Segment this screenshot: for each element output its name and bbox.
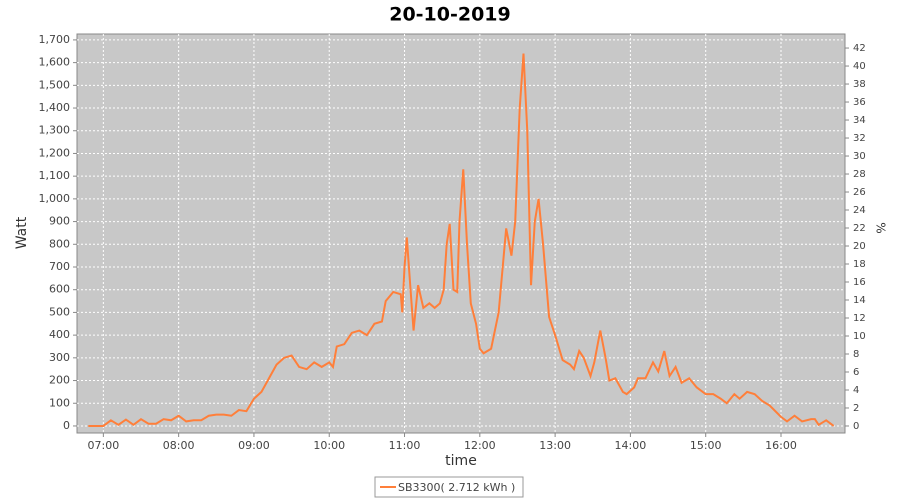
y-tick-label: 700 <box>49 260 70 273</box>
y2-tick-label: 10 <box>853 331 866 342</box>
y2-tick-label: 2 <box>853 403 859 414</box>
y-tick-label: 300 <box>49 351 70 364</box>
legend <box>374 476 524 498</box>
x-tick-label: 09:00 <box>238 439 270 452</box>
y2-tick-label: 26 <box>853 187 866 198</box>
y2-tick-label: 30 <box>853 151 866 162</box>
chart-title: 20-10-2019 <box>389 4 511 26</box>
y-tick-label: 1,300 <box>39 124 71 137</box>
x-tick-label: 07:00 <box>88 439 120 452</box>
y2-tick-label: 8 <box>853 349 859 360</box>
plot-area <box>76 33 846 434</box>
y-tick-label: 1,600 <box>39 56 71 69</box>
y-axis-label: Watt <box>14 216 30 249</box>
x-tick-label: 12:00 <box>464 439 496 452</box>
y-tick-label: 1,100 <box>39 169 71 182</box>
y2-tick-label: 42 <box>853 43 866 54</box>
y-tick-label: 0 <box>63 419 70 432</box>
y2-tick-label: 36 <box>853 97 866 108</box>
y-tick-label: 1,400 <box>39 101 71 114</box>
y-tick-label: 800 <box>49 237 70 250</box>
x-tick-label: 13:00 <box>539 439 571 452</box>
x-axis-label: time <box>445 453 477 469</box>
y2-tick-label: 20 <box>853 241 866 252</box>
y2-tick-label: 28 <box>853 169 866 180</box>
legend-label: SB3300( 2.712 kWh ) <box>398 481 515 494</box>
y2-tick-label: 4 <box>853 385 859 396</box>
y2-tick-label: 14 <box>853 295 866 306</box>
x-tick-label: 16:00 <box>765 439 797 452</box>
x-tick-label: 11:00 <box>389 439 421 452</box>
y-tick-label: 1,200 <box>39 146 71 159</box>
y-tick-label: 200 <box>49 374 70 387</box>
x-tick-label: 08:00 <box>163 439 195 452</box>
x-tick-label: 14:00 <box>615 439 647 452</box>
y2-tick-label: 16 <box>853 277 866 288</box>
y2-tick-label: 24 <box>853 205 866 216</box>
y2-tick-label: 34 <box>853 115 866 126</box>
x-tick-label: 15:00 <box>690 439 722 452</box>
data-line <box>88 53 835 427</box>
y2-tick-label: 38 <box>853 79 866 90</box>
y2-tick-label: 6 <box>853 367 859 378</box>
y-tick-label: 1,000 <box>39 192 71 205</box>
y2-tick-label: 0 <box>853 421 859 432</box>
y2-tick-label: 12 <box>853 313 866 324</box>
y-tick-label: 900 <box>49 215 70 228</box>
y-tick-label: 400 <box>49 328 70 341</box>
y2-tick-label: 40 <box>853 61 866 72</box>
y-tick-label: 1,700 <box>39 33 71 46</box>
y-tick-label: 1,500 <box>39 78 71 91</box>
y2-axis-label: % <box>874 222 888 233</box>
y2-tick-label: 18 <box>853 259 866 270</box>
y-tick-label: 600 <box>49 283 70 296</box>
y-tick-label: 500 <box>49 305 70 318</box>
y2-tick-label: 32 <box>853 133 866 144</box>
y2-tick-label: 22 <box>853 223 866 234</box>
y-tick-label: 100 <box>49 396 70 409</box>
x-tick-label: 10:00 <box>313 439 345 452</box>
